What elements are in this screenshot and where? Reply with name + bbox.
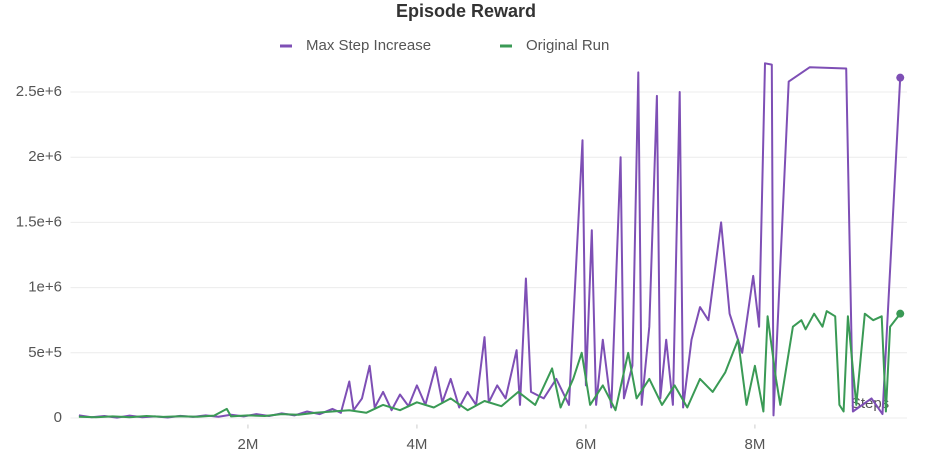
end-point — [896, 73, 905, 82]
legend-label: Max Step Increase — [306, 37, 431, 54]
y-tick-label: 1.5e+6 — [16, 213, 62, 230]
y-tick-label: 1e+6 — [28, 279, 62, 296]
y-tick-label: 0 — [54, 409, 62, 426]
x-axis-label: Steps — [851, 395, 889, 412]
line — [78, 62, 902, 419]
chart-title: Episode Reward — [396, 1, 536, 21]
x-tick-label: 4M — [407, 436, 428, 453]
x-tick-label: 8M — [744, 436, 765, 453]
x-tick-label: 6M — [575, 436, 596, 453]
y-tick-label: 2.5e+6 — [16, 83, 62, 100]
end-point — [896, 309, 905, 318]
y-tick-label: 5e+5 — [28, 344, 62, 361]
x-tick-label: 2M — [238, 436, 259, 453]
y-tick-label: 2e+6 — [28, 148, 62, 165]
legend-label: Original Run — [526, 37, 609, 54]
line — [78, 310, 901, 419]
